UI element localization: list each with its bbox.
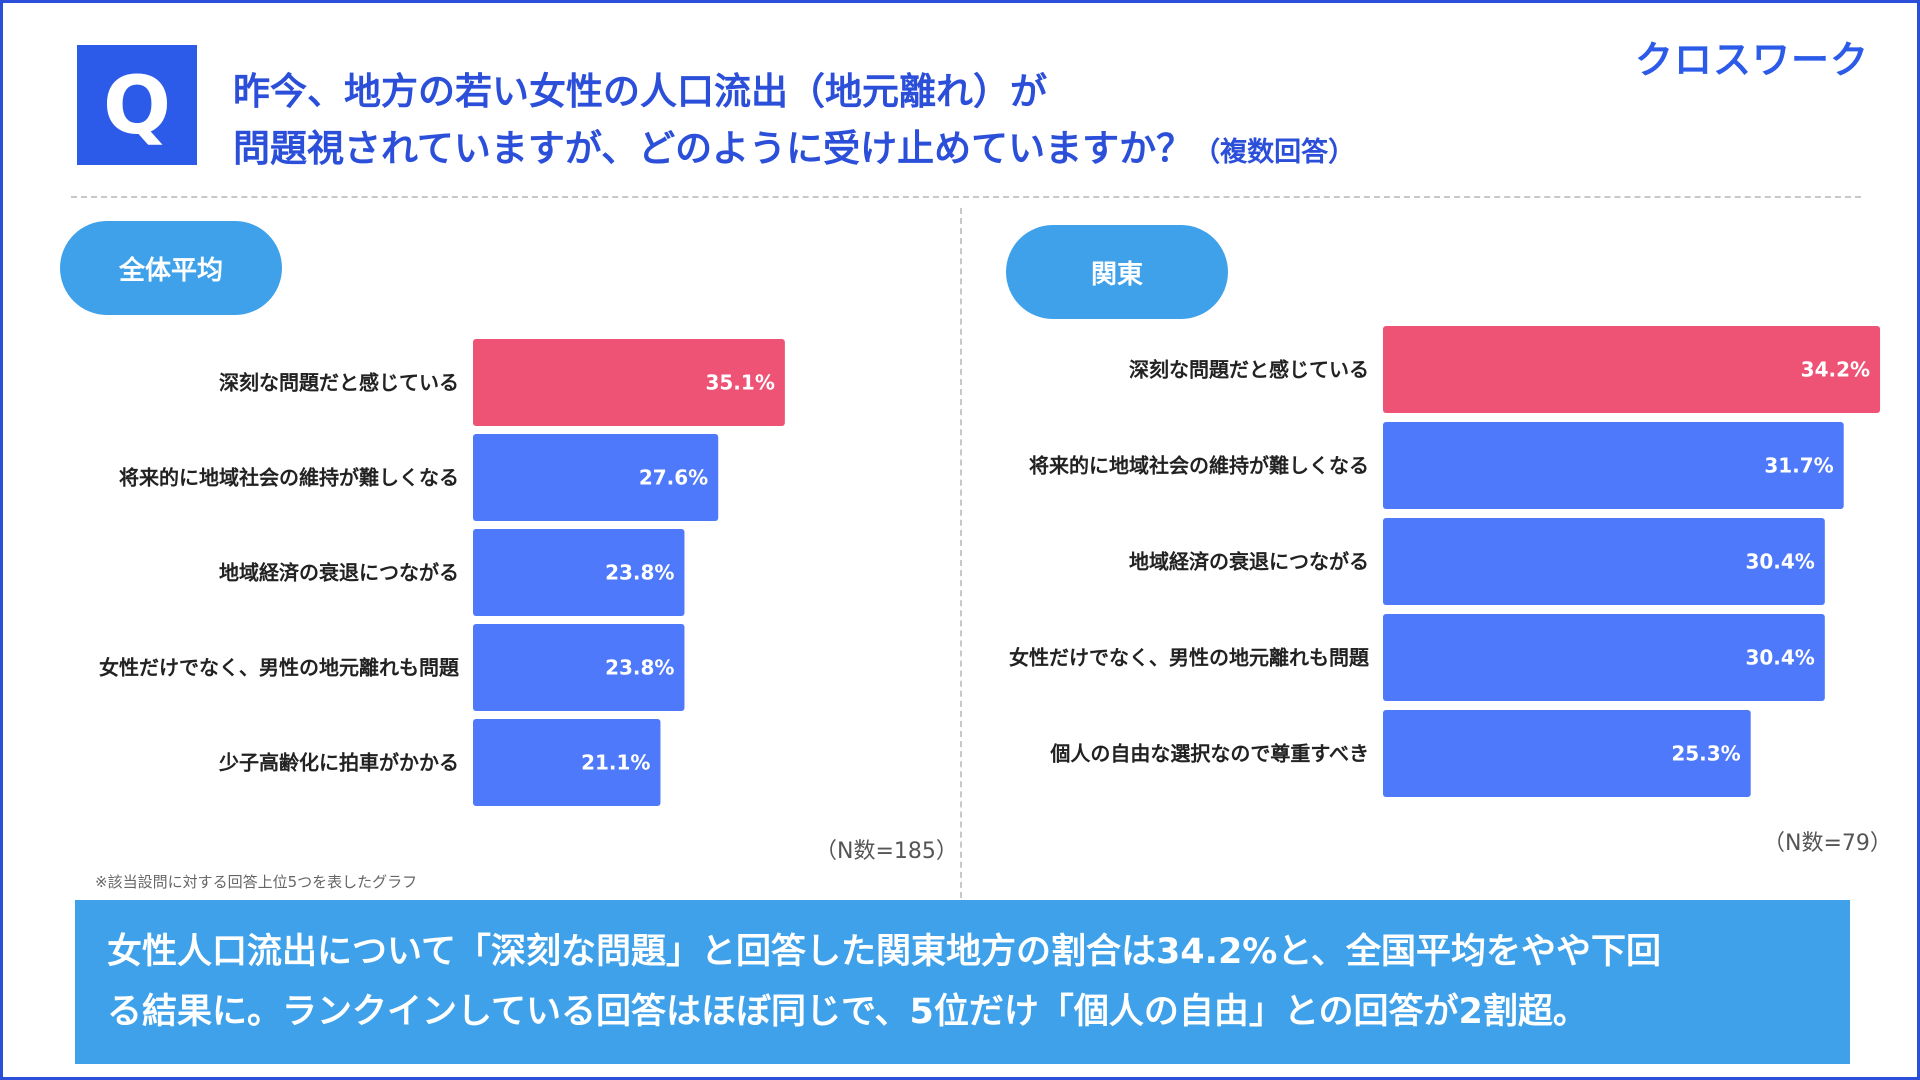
category-label: 女性だけでなく、男性の地元離れも問題 <box>99 656 460 680</box>
bar-5 <box>473 719 661 806</box>
category-label: 個人の自由な選択なので尊重すべき <box>1049 742 1369 766</box>
bar-value-label: 27.6% <box>639 466 708 490</box>
bar-1 <box>473 339 785 426</box>
bar-value-label: 23.8% <box>605 656 674 680</box>
category-label: 深刻な問題だと感じている <box>219 371 459 395</box>
question-title-main: 問題視されていますが、どのように受け止めていますか？ <box>233 127 1194 170</box>
category-label: 深刻な問題だと感じている <box>1129 358 1369 382</box>
bar-2 <box>1383 422 1844 509</box>
bar-value-label: 25.3% <box>1671 742 1740 766</box>
category-label: 女性だけでなく、男性の地元離れも問題 <box>1009 646 1370 670</box>
question-title-line-2: 問題視されていますが、どのように受け止めていますか？（複数回答） <box>233 118 1355 172</box>
chart-title-overall: 全体平均 <box>60 221 282 315</box>
bar-4 <box>1383 614 1825 701</box>
bar-3 <box>1383 518 1825 605</box>
bar-value-label: 34.2% <box>1801 358 1870 382</box>
bar-4 <box>473 624 685 711</box>
summary-line-1: 女性人口流出について「深刻な問題」と回答した関東地方の割合は34.2%と、全国平… <box>107 932 1661 972</box>
bar-value-label: 30.4% <box>1745 646 1814 670</box>
summary-line-2: る結果に。ランクインしている回答はほぼ同じで、5位だけ「個人の自由」との回答が2… <box>107 992 1588 1032</box>
bar-2 <box>473 434 719 521</box>
bar-value-label: 35.1% <box>705 371 774 395</box>
question-title-line-1: 昨今、地方の若い女性の人口流出（地元離れ）が <box>233 70 1047 113</box>
summary-box: 女性人口流出について「深刻な問題」と回答した関東地方の割合は34.2%と、全国平… <box>75 900 1850 1064</box>
header-divider <box>71 196 1861 198</box>
category-label: 地域経済の衰退につながる <box>219 561 459 585</box>
q-badge: Q <box>77 45 197 165</box>
bar-5 <box>1383 710 1751 797</box>
bar-value-label: 21.1% <box>581 751 650 775</box>
bar-3 <box>473 529 685 616</box>
bar-value-label: 23.8% <box>605 561 674 585</box>
category-label: 将来的に地域社会の維持が難しくなる <box>119 466 459 490</box>
category-label: 少子高齢化に拍車がかかる <box>218 751 459 775</box>
bar-chart-overall: 35.1% 深刻な問題だと感じている 27.6% 将来的に地域社会の維持が難しくなる 2… <box>99 339 785 806</box>
bar-value-label: 30.4% <box>1745 550 1814 574</box>
footnote: ※該当設問に対する回答上位5つを表したグラフ <box>95 873 418 891</box>
bar-chart-kanto: 34.2% 深刻な問題だと感じている 31.7% 将来的に地域社会の維持が難しくなる 3… <box>1009 326 1881 797</box>
bar-value-label: 31.7% <box>1764 454 1833 478</box>
brand-logo: クロスワーク <box>1634 38 1869 82</box>
sample-size-kanto: （N数=79） <box>1763 831 1892 856</box>
category-label: 地域経済の衰退につながる <box>1129 550 1369 574</box>
chart-title-kanto: 関東 <box>1006 225 1228 319</box>
sample-size-overall: （N数=185） <box>815 839 958 864</box>
center-divider <box>960 208 962 908</box>
bar-1 <box>1383 326 1881 413</box>
category-label: 将来的に地域社会の維持が難しくなる <box>1029 454 1369 478</box>
question-title-suffix: （複数回答） <box>1193 137 1356 168</box>
